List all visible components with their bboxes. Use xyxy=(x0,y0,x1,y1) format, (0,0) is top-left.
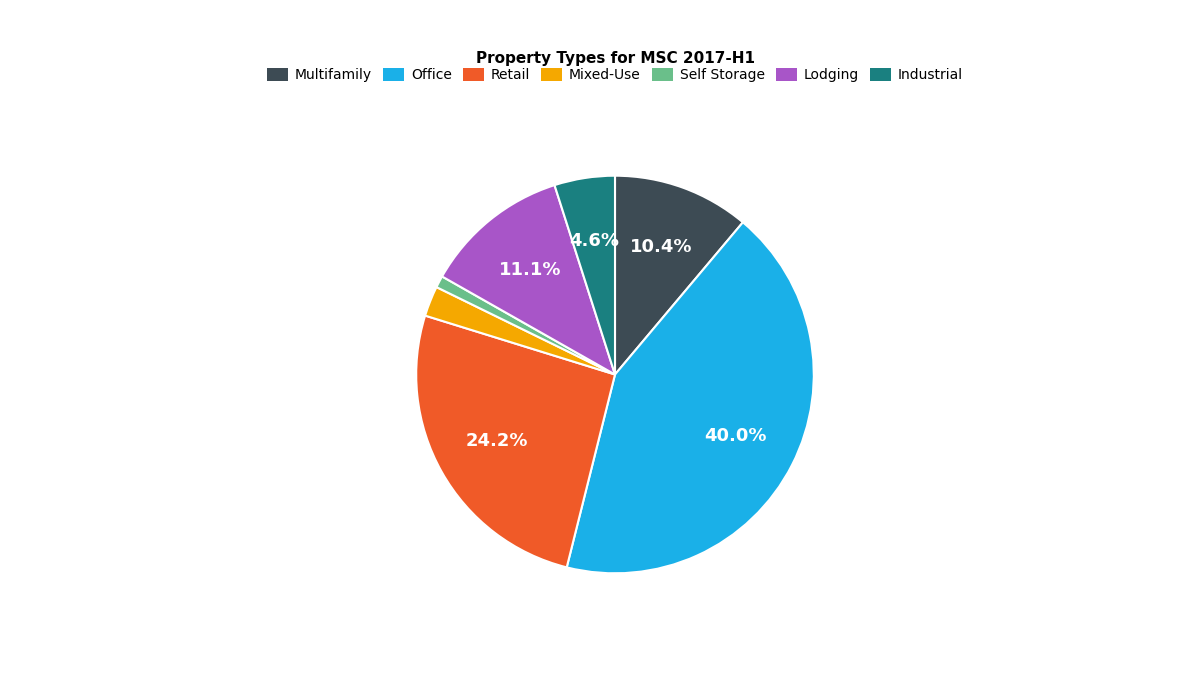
Wedge shape xyxy=(566,223,814,573)
Wedge shape xyxy=(437,276,616,374)
Text: 24.2%: 24.2% xyxy=(466,432,528,450)
Text: 4.6%: 4.6% xyxy=(569,232,619,250)
Wedge shape xyxy=(614,176,743,374)
Text: 11.1%: 11.1% xyxy=(498,260,562,279)
Text: 40.0%: 40.0% xyxy=(704,427,767,445)
Wedge shape xyxy=(416,316,616,567)
Wedge shape xyxy=(554,176,616,374)
Title: Property Types for MSC 2017-H1: Property Types for MSC 2017-H1 xyxy=(475,52,755,66)
Text: 10.4%: 10.4% xyxy=(630,239,692,256)
Wedge shape xyxy=(442,185,616,374)
Legend: Multifamily, Office, Retail, Mixed-Use, Self Storage, Lodging, Industrial: Multifamily, Office, Retail, Mixed-Use, … xyxy=(268,69,962,83)
Wedge shape xyxy=(425,287,616,375)
